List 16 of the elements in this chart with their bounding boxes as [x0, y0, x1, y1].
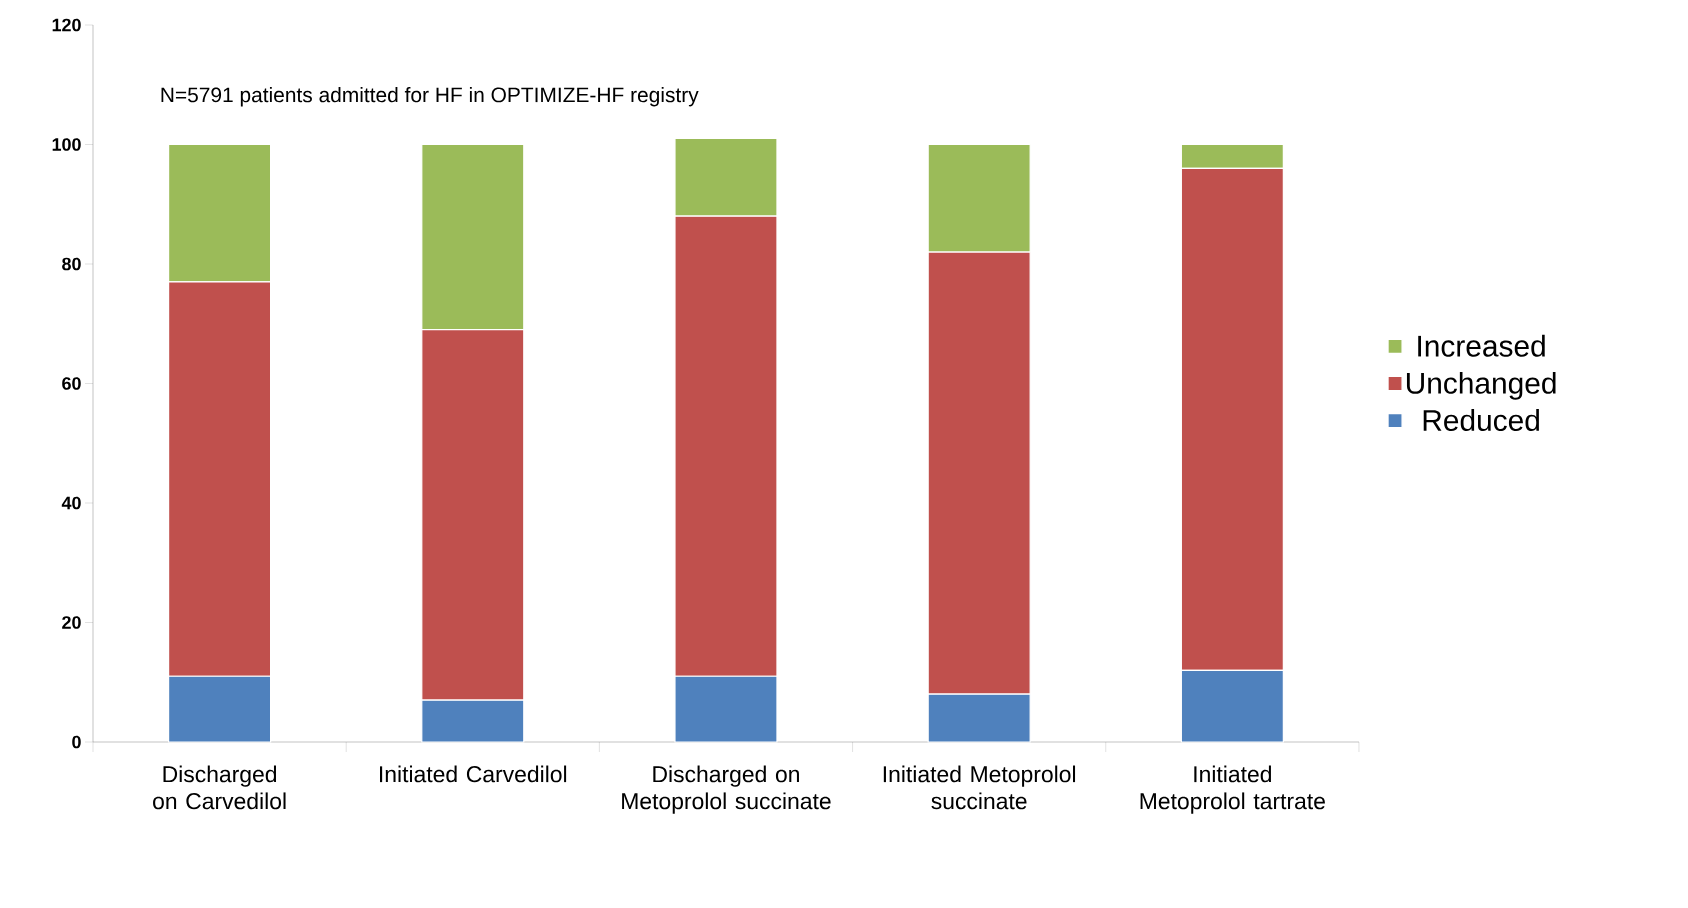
- annotation: N=5791 patients admitted for HF in OPTIMIZE-HF registry: [161, 86, 699, 107]
- legend-label: Reduced: [1423, 409, 1539, 432]
- y-tick-label: 100: [52, 138, 81, 151]
- y-tick-label: 0: [72, 735, 81, 749]
- x-tick-label: Discharged on Carvedilol: [153, 765, 286, 810]
- y-tick-label: 40: [61, 496, 81, 510]
- y-tick-label: 20: [62, 616, 81, 629]
- x-tick-label: Initiated Metoprolol tartrate: [1140, 765, 1325, 814]
- x-tick-label: Discharged on Metoprolol succinate: [622, 765, 831, 814]
- legend-label: Increased: [1418, 334, 1545, 357]
- x-tick-label: Initiated Metoprolol succinate: [883, 765, 1076, 810]
- legend-label: Unchanged: [1406, 371, 1556, 400]
- x-tick-label: Initiated Carvedilol: [380, 765, 567, 783]
- y-tick-label: 120: [52, 18, 81, 32]
- y-tick-label: 80: [62, 257, 81, 271]
- y-tick-label: 60: [62, 377, 81, 390]
